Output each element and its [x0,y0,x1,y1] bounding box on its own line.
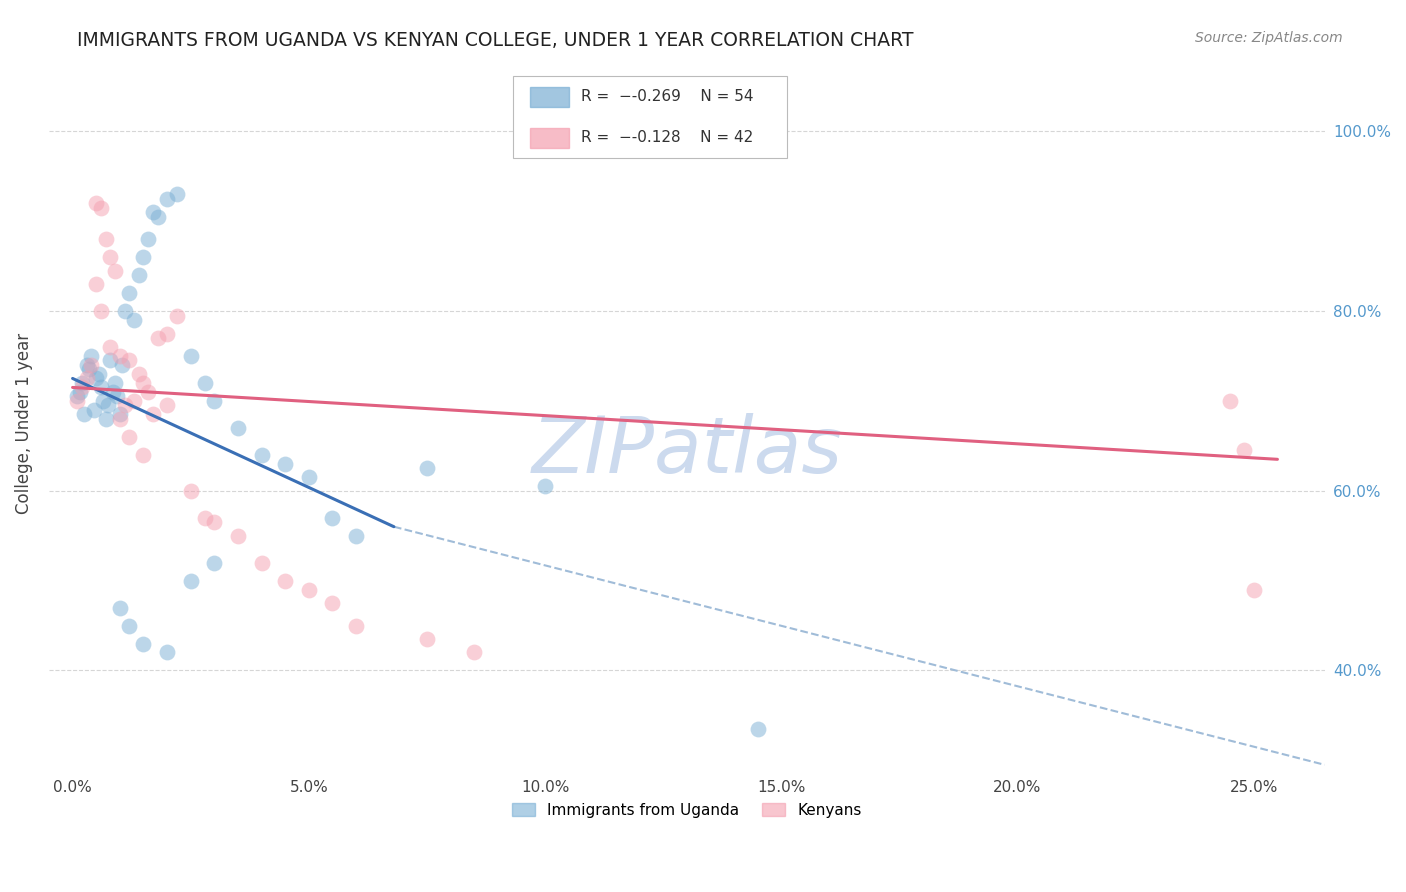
Point [344,529,367,543]
Point [321,596,343,610]
Point [416,461,439,475]
Point [101,384,124,399]
Point [180,574,202,588]
Point [194,510,217,524]
Point [136,384,159,399]
Point [128,268,150,282]
Point [132,250,155,264]
Point [118,618,141,632]
Point [298,582,321,597]
Point [321,510,343,524]
Point [108,600,131,615]
Point [69,384,91,399]
Text: R =  −-0.128    N = 42: R = −-0.128 N = 42 [581,130,754,145]
Point [84,196,107,211]
Point [118,353,141,368]
Point [90,304,112,318]
Point [100,353,122,368]
Legend: Immigrants from Uganda, Kenyans: Immigrants from Uganda, Kenyans [506,797,868,824]
Point [194,376,217,390]
Point [1233,443,1256,458]
Point [83,403,105,417]
Point [202,393,225,408]
Point [128,367,150,381]
Point [202,556,225,570]
Point [146,331,169,345]
Point [142,205,165,219]
Point [77,362,100,376]
Point [118,286,141,301]
Point [463,645,485,659]
Point [76,371,98,385]
Point [132,636,155,650]
Y-axis label: College, Under 1 year: College, Under 1 year [15,333,32,514]
Point [142,408,165,422]
Point [108,349,131,363]
Point [156,192,179,206]
Point [416,632,439,646]
Point [226,529,249,543]
Point [80,358,103,372]
Point [166,309,188,323]
Point [250,556,273,570]
Point [91,393,114,408]
Text: Source: ZipAtlas.com: Source: ZipAtlas.com [1195,31,1343,45]
Point [226,421,249,435]
Text: ZIPatlas: ZIPatlas [531,413,842,489]
Point [136,232,159,246]
Point [180,483,202,498]
Point [166,187,188,202]
Point [747,722,769,736]
Point [534,479,557,493]
Point [344,618,367,632]
Point [97,398,120,412]
Point [202,515,225,529]
Point [87,367,110,381]
Point [104,263,127,277]
Point [73,408,96,422]
Point [100,340,122,354]
Point [70,380,93,394]
Point [156,326,179,341]
Point [76,358,98,372]
Point [84,371,107,385]
Point [1219,393,1241,408]
Point [70,376,93,390]
Point [80,349,103,363]
Point [107,389,129,403]
Point [104,376,127,390]
Point [111,358,134,372]
Point [108,412,131,426]
Point [114,398,136,412]
Point [108,408,131,422]
Point [94,412,117,426]
Point [132,376,155,390]
Point [84,277,107,291]
Point [66,393,89,408]
Point [1243,582,1265,597]
Text: IMMIGRANTS FROM UGANDA VS KENYAN COLLEGE, UNDER 1 YEAR CORRELATION CHART: IMMIGRANTS FROM UGANDA VS KENYAN COLLEGE… [77,31,914,50]
Point [114,304,136,318]
Point [274,574,297,588]
Point [146,210,169,224]
Point [180,349,202,363]
Point [118,430,141,444]
Text: R =  −-0.269    N = 54: R = −-0.269 N = 54 [581,89,754,103]
Point [156,645,179,659]
Point [122,313,145,327]
Point [132,448,155,462]
Point [298,470,321,484]
Point [66,389,89,403]
Point [274,457,297,471]
Point [90,380,112,394]
Point [250,448,273,462]
Point [122,393,145,408]
Point [90,201,112,215]
Point [156,398,179,412]
Point [100,250,122,264]
Point [94,232,117,246]
